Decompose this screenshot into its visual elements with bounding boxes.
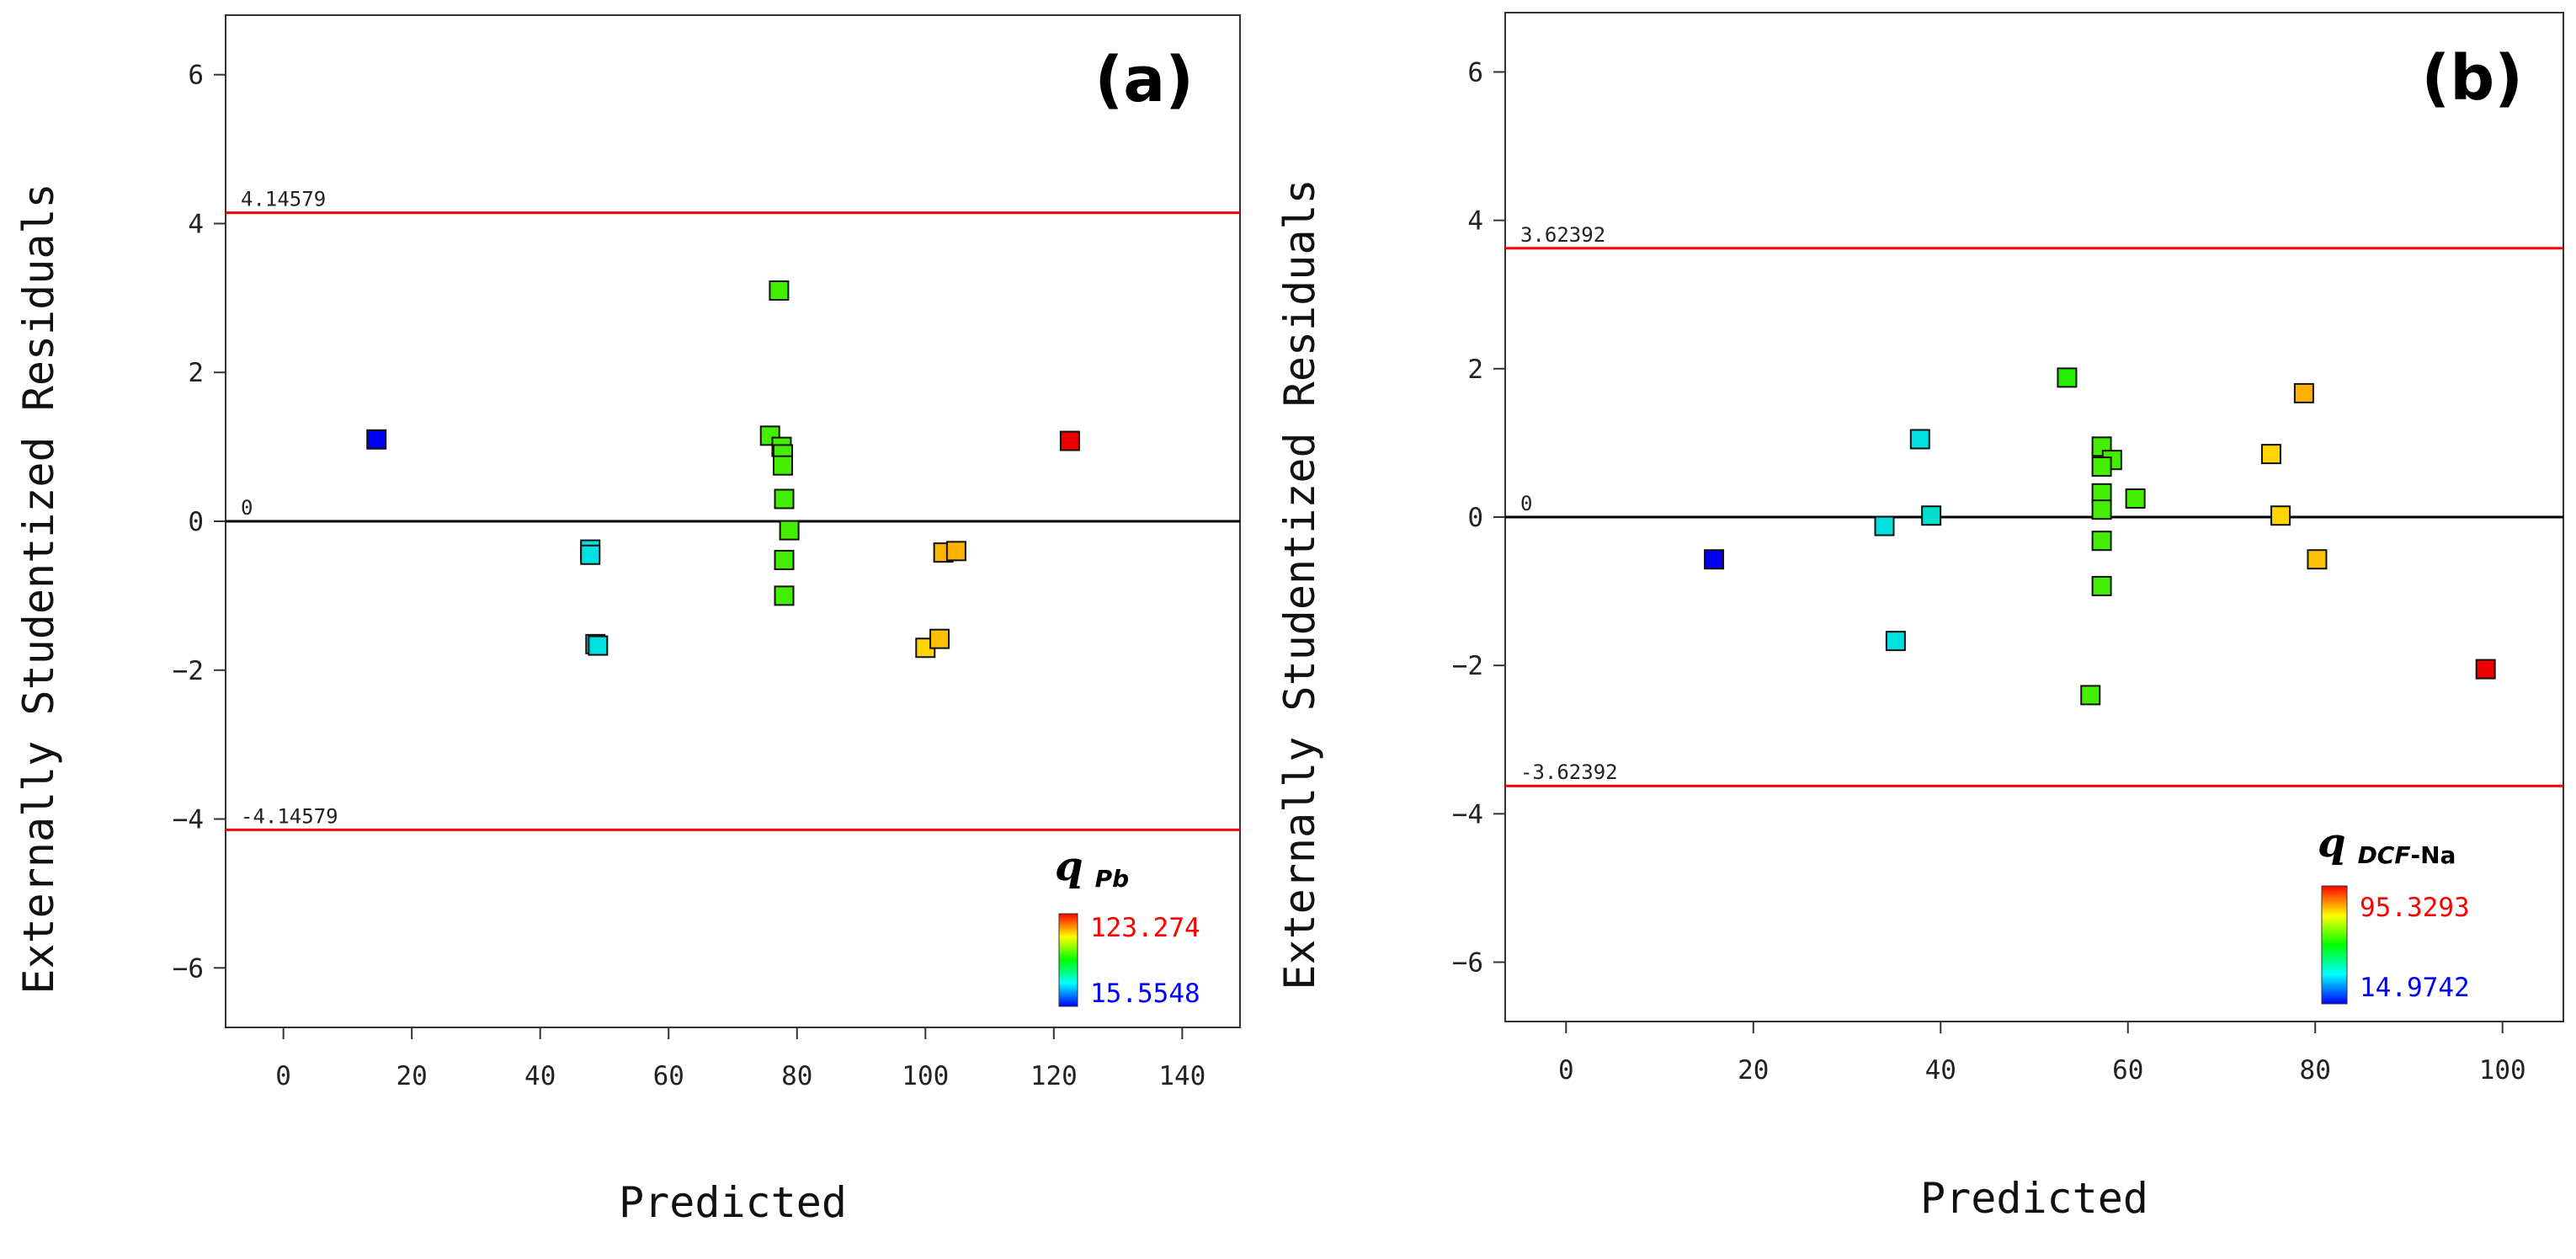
p0-data-point (945, 541, 966, 562)
p1-data-point (2475, 659, 2496, 680)
p0-limit-line-label: -4.14579 (241, 804, 338, 828)
p1-data-point (2270, 505, 2291, 526)
p0-y-axis-title: Externally Studentized Residuals (14, 183, 63, 994)
p1-x-tick-label: 100 (2479, 1055, 2526, 1086)
p1-y-tick-label: −2 (1452, 651, 1483, 681)
p1-data-point (2091, 531, 2112, 552)
p1-data-point (1874, 515, 1895, 536)
p0-legend-colorbar (1058, 913, 1078, 1007)
p1-data-point (2091, 575, 2112, 596)
p0-legend-min-label: 15.5548 (1090, 979, 1200, 1009)
p0-data-point (769, 280, 790, 301)
p0-data-point (772, 455, 793, 476)
p0-x-tick-label: 0 (275, 1061, 291, 1091)
p1-data-point (2091, 456, 2112, 477)
p0-legend-title: q Pb (1055, 843, 1129, 893)
p1-y-tick-label: 6 (1467, 57, 1483, 88)
p0-data-point (779, 520, 800, 541)
p1-data-point (1921, 505, 1942, 526)
p1-y-tick-label: 4 (1467, 206, 1483, 237)
p1-y-tick-label: 2 (1467, 355, 1483, 385)
p0-x-tick-label: 80 (781, 1061, 812, 1091)
p0-data-point (774, 488, 795, 509)
p0-x-tick-label: 120 (1030, 1061, 1078, 1091)
p1-data-point (2260, 444, 2281, 465)
p0-y-tick-label: −4 (173, 805, 204, 835)
p0-data-point (774, 585, 795, 606)
p0-panel-label: (a) (1094, 44, 1194, 116)
p0-y-tick-label: 4 (188, 209, 204, 239)
p1-data-point (2057, 367, 2078, 388)
p0-data-point (1059, 430, 1080, 451)
p1-y-tick-label: −6 (1452, 948, 1483, 979)
p1-panel-label: (b) (2421, 42, 2523, 115)
p0-zero-line-label: 0 (241, 496, 253, 520)
residuals-plot-a: 0 20 40 60 80 100 120 140 −6 −4 −2 0 2 4 6 4.14579 0 -4.1… (14, 14, 1241, 1227)
p1-data-point (2091, 499, 2112, 520)
p0-legend-max-label: 123.274 (1090, 913, 1200, 943)
p0-x-tick-label: 20 (397, 1061, 428, 1091)
p1-x-tick-label: 40 (1925, 1055, 1956, 1086)
p1-data-point (2080, 685, 2101, 706)
p1-legend-max-label: 95.3293 (2360, 893, 2470, 923)
p1-y-tick-label: −4 (1452, 799, 1483, 830)
p1-legend-title: q DCF-Na (2318, 819, 2456, 869)
p1-data-point (2307, 549, 2328, 570)
p1-y-axis-title: Externally Studentized Residuals (1275, 179, 1324, 990)
p1-y-tick-label: 0 (1467, 503, 1483, 533)
residuals-plot-b: 0 20 40 60 80 100 −6 −4 −2 0 2 4 6 3.62392 0 -3.62392 (b… (1275, 12, 2564, 1223)
p0-x-tick-label: 100 (902, 1061, 949, 1091)
p1-data-point (1704, 549, 1725, 570)
p1-x-tick-label: 0 (1558, 1055, 1574, 1086)
p0-y-tick-label: 0 (188, 507, 204, 537)
p0-y-tick-label: −2 (173, 656, 204, 686)
p1-data-point (2293, 382, 2314, 403)
p0-data-point (588, 635, 609, 656)
p1-x-axis-title: Predicted (1920, 1174, 2148, 1223)
p0-y-tick-label: 2 (188, 358, 204, 388)
p1-data-point (1885, 631, 1906, 652)
p1-legend-colorbar (2321, 885, 2348, 1005)
p0-data-point (366, 429, 387, 450)
p0-y-tick-label: 6 (188, 61, 204, 91)
p1-data-point (1909, 429, 1930, 450)
p1-data-point (2125, 488, 2146, 509)
p1-limit-line-label: -3.62392 (1520, 760, 1618, 784)
p0-data-point (774, 549, 795, 570)
p1-limit-line-label: 3.62392 (1520, 223, 1605, 247)
p0-data-point (580, 544, 601, 565)
p1-x-tick-label: 20 (1738, 1055, 1769, 1086)
p0-x-axis-title: Predicted (619, 1178, 847, 1227)
p0-y-tick-label: −6 (173, 953, 204, 984)
p0-data-point (929, 628, 950, 649)
p1-x-tick-label: 80 (2300, 1055, 2331, 1086)
p1-x-tick-label: 60 (2112, 1055, 2143, 1086)
p1-zero-line-label: 0 (1520, 492, 1532, 515)
p1-legend-min-label: 14.9742 (2360, 973, 2470, 1003)
p0-x-tick-label: 140 (1158, 1061, 1206, 1091)
p0-x-tick-label: 60 (653, 1061, 684, 1091)
p0-limit-line-label: 4.14579 (241, 188, 326, 211)
p0-x-tick-label: 40 (524, 1061, 556, 1091)
